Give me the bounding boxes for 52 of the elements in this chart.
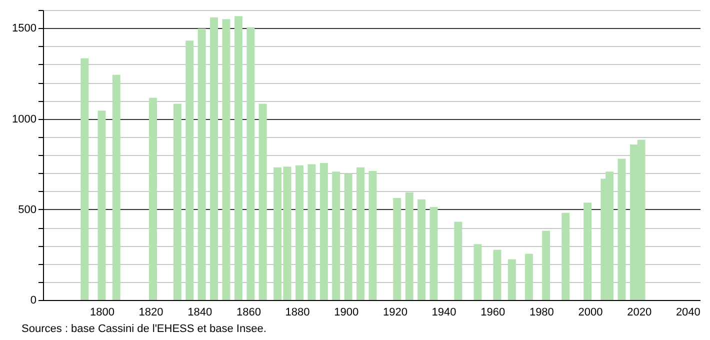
x-tick-label: 1860 bbox=[236, 306, 261, 318]
bar bbox=[186, 40, 194, 300]
bar bbox=[308, 164, 316, 300]
bar bbox=[112, 74, 120, 300]
bar bbox=[332, 172, 340, 300]
bar bbox=[98, 110, 106, 300]
bar bbox=[234, 16, 242, 300]
bar bbox=[584, 202, 592, 300]
bar bbox=[344, 174, 352, 300]
bar bbox=[173, 104, 182, 300]
y-tick-label: 1000 bbox=[12, 113, 36, 126]
x-tick-label: 1980 bbox=[529, 306, 554, 318]
x-tick-label: 1960 bbox=[480, 306, 506, 318]
bar bbox=[418, 199, 426, 300]
x-tick-label: 2000 bbox=[578, 306, 603, 318]
bar bbox=[430, 207, 438, 300]
bar bbox=[524, 254, 533, 300]
bar bbox=[562, 212, 570, 300]
bar bbox=[542, 230, 550, 300]
y-tick-label: 500 bbox=[18, 204, 36, 216]
bar bbox=[210, 17, 218, 300]
bar bbox=[356, 167, 365, 300]
x-tick-label: 2020 bbox=[627, 306, 652, 318]
bar bbox=[393, 198, 402, 300]
bar bbox=[198, 28, 206, 300]
bar bbox=[246, 27, 255, 300]
bar bbox=[320, 162, 328, 300]
source-note: Sources : base Cassini de l'EHESS et base Insee. bbox=[22, 323, 266, 335]
x-tick-label: 1900 bbox=[334, 306, 359, 318]
x-tick-label: 1920 bbox=[382, 306, 408, 318]
bar bbox=[148, 98, 157, 300]
bar bbox=[295, 165, 304, 300]
bar bbox=[454, 222, 462, 300]
x-tick-label: 1800 bbox=[90, 306, 114, 318]
y-tick-label: 0 bbox=[30, 294, 36, 306]
bar bbox=[405, 192, 414, 300]
x-tick-label: 1880 bbox=[285, 306, 310, 318]
bar bbox=[474, 244, 482, 300]
bar bbox=[508, 259, 516, 300]
x-tick-label: 1820 bbox=[138, 306, 164, 318]
bar bbox=[368, 170, 377, 300]
bar bbox=[80, 58, 89, 300]
bar bbox=[258, 104, 267, 300]
y-tick-label: 1500 bbox=[12, 22, 36, 35]
bar bbox=[618, 158, 626, 300]
x-tick-label: 1840 bbox=[188, 306, 212, 318]
x-tick-label: 2040 bbox=[676, 306, 700, 318]
bar bbox=[274, 167, 282, 300]
x-tick-label: 1940 bbox=[432, 306, 456, 318]
bar bbox=[222, 19, 230, 300]
bar bbox=[283, 166, 292, 300]
bar bbox=[493, 250, 502, 300]
